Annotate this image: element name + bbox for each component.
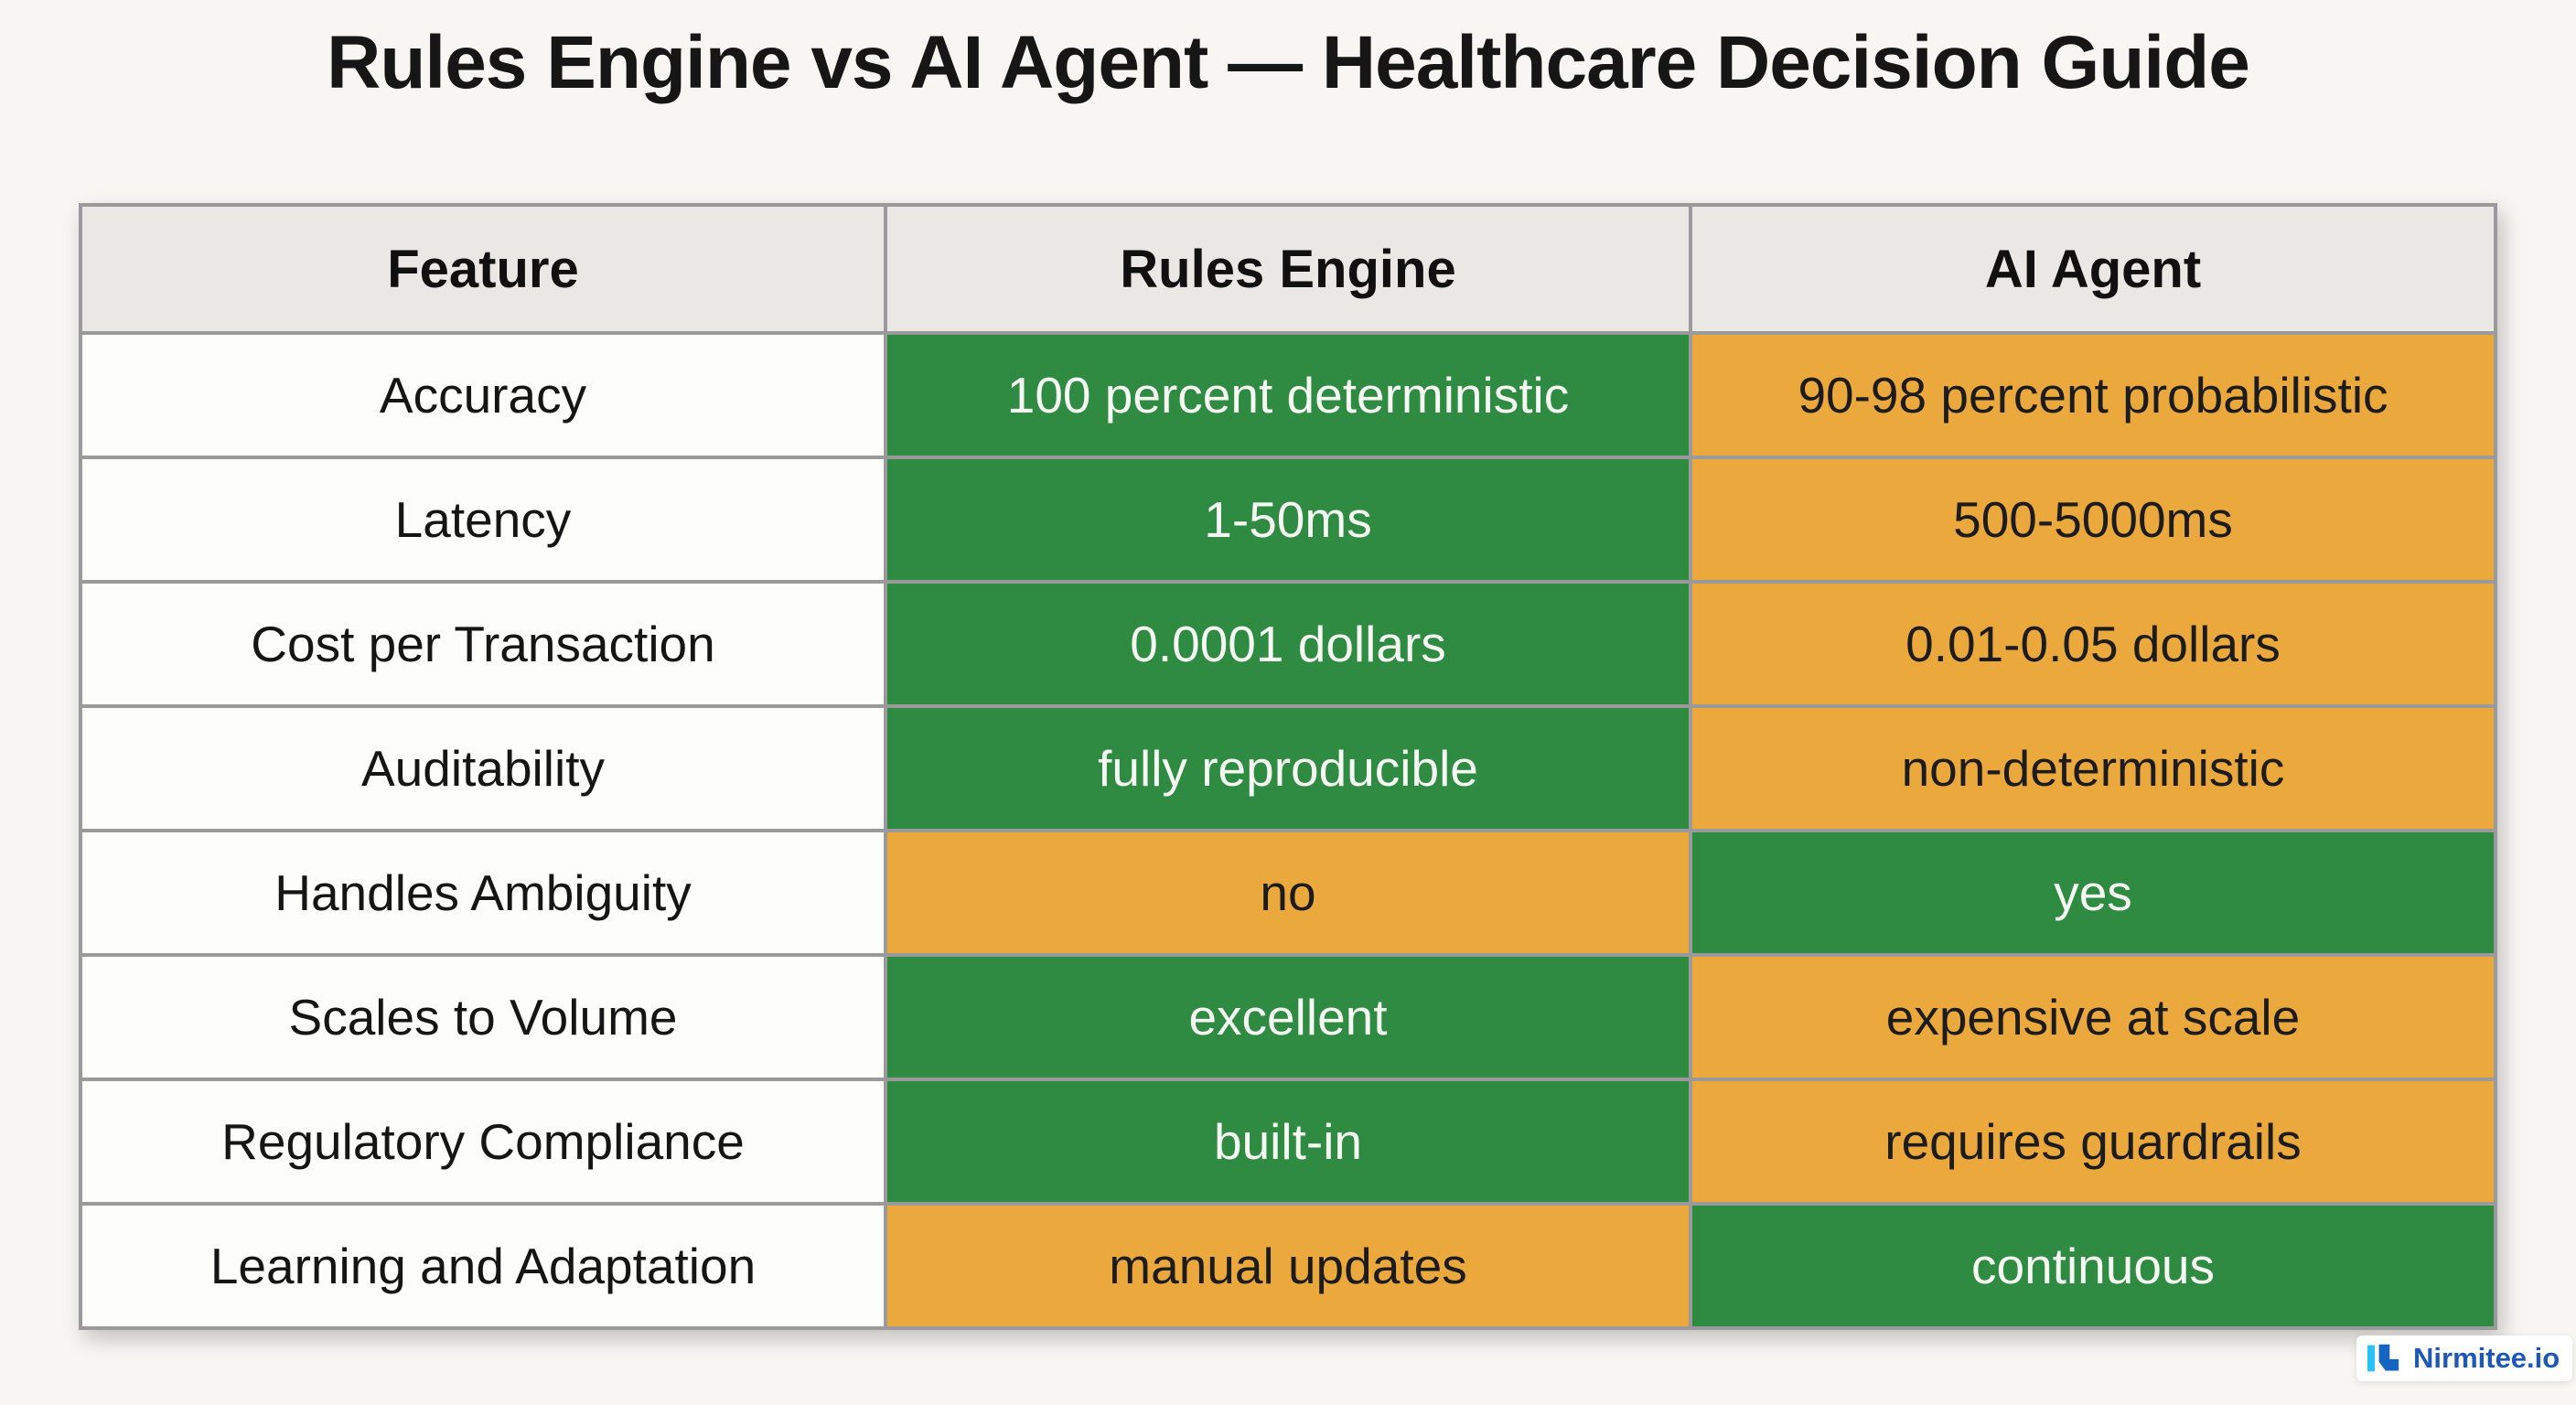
header-row: Feature Rules Engine AI Agent xyxy=(79,203,2497,335)
feature-cell: Handles Ambiguity xyxy=(79,829,887,957)
feature-cell: Scales to Volume xyxy=(79,953,887,1081)
feature-cell: Cost per Transaction xyxy=(79,580,887,708)
rules-engine-cell: built-in xyxy=(884,1078,1692,1206)
nirmitee-logo-icon xyxy=(2367,1344,2399,1372)
nirmitee-logo-text: Nirmitee.io xyxy=(2413,1342,2560,1374)
table-row: Accuracy 100 percent deterministic 90-98… xyxy=(79,331,2497,459)
rules-engine-cell: no xyxy=(884,829,1692,957)
ai-agent-cell: yes xyxy=(1689,829,2497,957)
table-row: Regulatory Compliance built-in requires … xyxy=(79,1078,2497,1206)
ai-agent-cell: requires guardrails xyxy=(1689,1078,2497,1206)
table-row: Latency 1-50ms 500-5000ms xyxy=(79,456,2497,584)
header-ai-agent: AI Agent xyxy=(1689,203,2497,335)
header-feature: Feature xyxy=(79,203,887,335)
feature-cell: Regulatory Compliance xyxy=(79,1078,887,1206)
page-title: Rules Engine vs AI Agent — Healthcare De… xyxy=(327,21,2250,104)
feature-cell: Accuracy xyxy=(79,331,887,459)
table-row: Scales to Volume excellent expensive at … xyxy=(79,953,2497,1081)
nirmitee-logo-badge: Nirmitee.io xyxy=(2356,1335,2572,1381)
ai-agent-cell: 90-98 percent probabilistic xyxy=(1689,331,2497,459)
rules-engine-cell: 0.0001 dollars xyxy=(884,580,1692,708)
rules-engine-cell: excellent xyxy=(884,953,1692,1081)
feature-cell: Learning and Adaptation xyxy=(79,1202,887,1330)
table-row: Handles Ambiguity no yes xyxy=(79,829,2497,957)
ai-agent-cell: expensive at scale xyxy=(1689,953,2497,1081)
header-rules-engine: Rules Engine xyxy=(884,203,1692,335)
table-row: Auditability fully reproducible non-dete… xyxy=(79,704,2497,832)
rules-engine-cell: 1-50ms xyxy=(884,456,1692,584)
table-row: Learning and Adaptation manual updates c… xyxy=(79,1202,2497,1330)
ai-agent-cell: 0.01-0.05 dollars xyxy=(1689,580,2497,708)
table-row: Cost per Transaction 0.0001 dollars 0.01… xyxy=(79,580,2497,708)
feature-cell: Auditability xyxy=(79,704,887,832)
comparison-table: Feature Rules Engine AI Agent Accuracy 1… xyxy=(79,203,2497,1330)
ai-agent-cell: continuous xyxy=(1689,1202,2497,1330)
ai-agent-cell: non-deterministic xyxy=(1689,704,2497,832)
rules-engine-cell: fully reproducible xyxy=(884,704,1692,832)
rules-engine-cell: 100 percent deterministic xyxy=(884,331,1692,459)
feature-cell: Latency xyxy=(79,456,887,584)
ai-agent-cell: 500-5000ms xyxy=(1689,456,2497,584)
rules-engine-cell: manual updates xyxy=(884,1202,1692,1330)
